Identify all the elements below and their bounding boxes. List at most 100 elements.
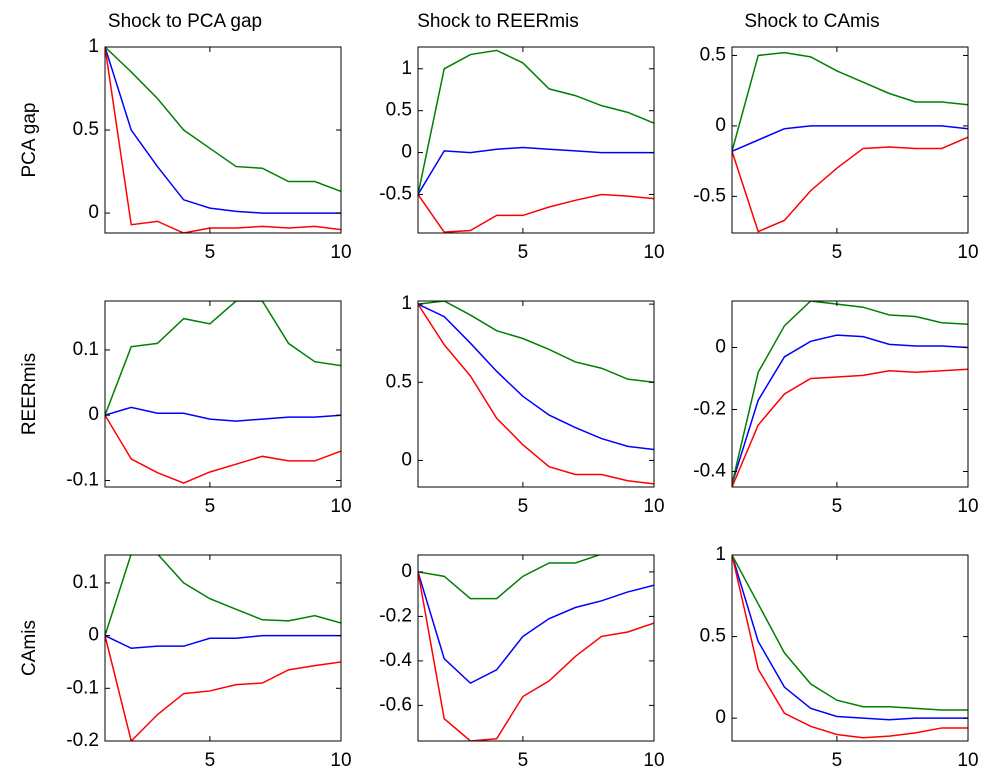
series-line	[105, 47, 341, 233]
axes-box	[732, 47, 968, 233]
series-line	[105, 47, 341, 193]
series-line	[732, 125, 968, 152]
panel-title: Shock to PCA gap	[108, 11, 262, 32]
x-tick-label: 10	[643, 750, 664, 771]
series-line	[732, 555, 968, 711]
series-line	[732, 555, 968, 739]
series-line	[732, 301, 968, 485]
x-tick-label: 5	[832, 496, 843, 517]
y-tick-label: -0.2	[379, 605, 412, 626]
y-tick-label: 0.5	[700, 44, 726, 65]
series-line	[418, 193, 654, 233]
axes-frame	[417, 46, 655, 234]
axes-box	[105, 555, 341, 741]
series-line	[418, 571, 654, 741]
y-tick-label: -0.2	[66, 730, 99, 751]
axes-frame	[104, 46, 342, 234]
y-tick-label: 0	[401, 142, 412, 163]
y-tick-label: 0	[715, 707, 726, 728]
x-tick-label: 10	[330, 750, 351, 771]
y-tick-label: 0	[88, 404, 99, 425]
y-tick-label: 0.5	[73, 119, 99, 140]
x-tick-label: 10	[643, 496, 664, 517]
y-tick-label: 0.5	[386, 371, 412, 392]
axes-box	[418, 301, 654, 487]
series-line	[105, 635, 341, 741]
series-line	[418, 301, 654, 384]
series-line	[732, 368, 968, 487]
y-tick-label: 0.5	[700, 626, 726, 647]
series-line	[105, 47, 341, 214]
x-tick-label: 10	[643, 242, 664, 263]
series-line	[418, 303, 654, 485]
y-tick-label: 0.1	[73, 339, 99, 360]
y-tick-label: 0.5	[386, 100, 412, 121]
x-tick-label: 5	[518, 496, 529, 517]
series-line	[105, 555, 341, 636]
series-line	[418, 555, 602, 600]
axes-frame	[731, 46, 969, 234]
x-tick-label: 5	[832, 242, 843, 263]
panel-title: Shock to REERmis	[417, 11, 579, 32]
series-line	[418, 49, 654, 195]
y-tick-label: 1	[401, 58, 412, 79]
axes-frame	[104, 554, 342, 742]
x-tick-label: 10	[957, 750, 978, 771]
axes-box	[105, 301, 341, 487]
axes-frame	[731, 554, 969, 742]
y-tick-label: 0	[715, 337, 726, 358]
axes-box	[418, 555, 654, 741]
series-line	[732, 334, 968, 485]
x-tick-label: 5	[518, 750, 529, 771]
x-tick-label: 5	[205, 496, 216, 517]
y-tick-label: 0	[88, 202, 99, 223]
y-tick-label: 1	[88, 36, 99, 57]
x-tick-label: 10	[957, 496, 978, 517]
y-axis-label: CAmis	[19, 620, 40, 676]
y-tick-label: 0	[401, 449, 412, 470]
series-line	[732, 51, 968, 152]
y-tick-label: -0.4	[379, 650, 412, 671]
y-tick-label: -0.5	[693, 185, 726, 206]
axes-box	[732, 555, 968, 741]
y-tick-label: -0.4	[693, 461, 726, 482]
series-line	[732, 136, 968, 233]
y-tick-label: 1	[401, 293, 412, 314]
y-axis-label: PCA gap	[19, 103, 40, 178]
y-tick-label: 0	[401, 561, 412, 582]
x-tick-label: 10	[330, 242, 351, 263]
x-tick-label: 5	[205, 242, 216, 263]
axes-frame	[731, 300, 969, 488]
y-tick-label: 0	[715, 115, 726, 136]
y-tick-label: -0.2	[693, 399, 726, 420]
y-tick-label: -0.1	[66, 469, 99, 490]
y-tick-label: 0.1	[73, 572, 99, 593]
series-line	[105, 634, 341, 650]
series-line	[732, 555, 968, 721]
x-tick-label: 5	[205, 750, 216, 771]
series-line	[105, 301, 341, 416]
x-tick-label: 5	[518, 242, 529, 263]
y-tick-label: -0.6	[379, 694, 412, 715]
x-tick-label: 5	[832, 750, 843, 771]
axes-frame	[104, 300, 342, 488]
series-line	[105, 414, 341, 484]
axes-box	[732, 301, 968, 487]
axes-frame	[417, 300, 655, 488]
axes-box	[105, 47, 341, 233]
y-axis-label: REERmis	[19, 353, 40, 435]
panel-title: Shock to CAmis	[744, 11, 879, 32]
x-tick-label: 10	[957, 242, 978, 263]
y-tick-label: -0.1	[66, 677, 99, 698]
series-line	[418, 571, 654, 685]
y-tick-label: 1	[715, 544, 726, 565]
series-line	[418, 146, 654, 195]
axes-frame	[417, 554, 655, 742]
series-line	[418, 303, 654, 451]
y-tick-label: -0.5	[379, 183, 412, 204]
axes-box	[418, 47, 654, 233]
series-line	[105, 406, 341, 422]
x-tick-label: 10	[330, 496, 351, 517]
